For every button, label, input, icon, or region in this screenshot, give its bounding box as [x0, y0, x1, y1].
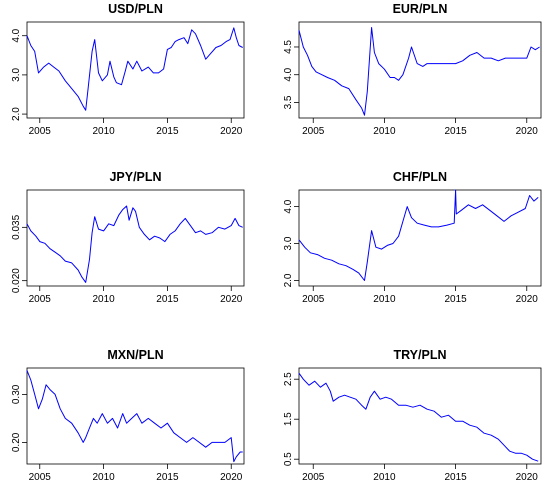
panel-usd-pln: USD/PLN 2005 2010 2015 2020 2.0 3.0 4.0: [11, 2, 245, 137]
x-tick-label: 2010: [92, 294, 115, 305]
x-tick-label: 2005: [302, 294, 325, 305]
y-tick-label: 4.5: [283, 40, 294, 54]
y-tick-label: 3.0: [11, 68, 22, 82]
y-tick-label: 1.5: [283, 412, 294, 426]
panel-title: CHF/PLN: [393, 170, 447, 184]
plot-frame: [298, 21, 542, 119]
x-tick-label: 2005: [302, 472, 325, 483]
x-tick-label: 2015: [444, 126, 467, 137]
x-tick-label: 2020: [220, 126, 243, 137]
x-tick-label: 2015: [156, 294, 179, 305]
y-tick-label: 3.5: [283, 95, 294, 109]
y-tick-label: 4.0: [283, 199, 294, 213]
plot-frame: [298, 367, 542, 465]
x-tick-label: 2010: [373, 294, 396, 305]
panel-title: USD/PLN: [108, 2, 163, 16]
panel-mxn-pln: MXN/PLN 2005 2010 2015 2020 0.20 0.30: [11, 348, 245, 483]
y-tick-label: 0.5: [283, 452, 294, 466]
y-tick-label: 3.0: [283, 236, 294, 250]
panel-title: EUR/PLN: [393, 2, 448, 16]
x-tick-label: 2020: [516, 294, 539, 305]
y-tick-label: 4.0: [283, 67, 294, 81]
x-tick-label: 2015: [156, 472, 179, 483]
y-tick-label: 4.0: [11, 28, 22, 42]
series-line: [26, 370, 243, 463]
x-tick-label: 2015: [444, 294, 467, 305]
x-tick-label: 2015: [444, 472, 467, 483]
plot-frame: [298, 189, 542, 287]
x-tick-label: 2015: [156, 126, 179, 137]
y-tick-label: 0.20: [11, 432, 22, 452]
x-tick-label: 2010: [373, 126, 396, 137]
x-tick-label: 2020: [516, 472, 539, 483]
plot-frame: [26, 21, 245, 119]
plot-frame: [26, 367, 245, 465]
x-tick-label: 2020: [516, 126, 539, 137]
panel-title: TRY/PLN: [393, 348, 446, 362]
x-tick-label: 2020: [220, 472, 243, 483]
y-tick-label: 0.020: [11, 268, 22, 293]
y-tick-label: 2.0: [11, 107, 22, 121]
x-tick-label: 2010: [92, 472, 115, 483]
panel-try-pln: TRY/PLN 2005 2010 2015 2020 0.5 1.5 2.5: [283, 348, 542, 483]
panel-jpy-pln: JPY/PLN 2005 2010 2015 2020 0.020 0.035: [11, 170, 245, 305]
panel-chf-pln: CHF/PLN 2005 2010 2015 2020 2.0 3.0 4.0: [283, 170, 542, 305]
series-line: [298, 27, 540, 116]
x-tick-label: 2010: [92, 126, 115, 137]
x-tick-label: 2005: [29, 294, 52, 305]
series-line: [298, 372, 539, 462]
y-tick-label: 0.30: [11, 384, 22, 404]
panel-eur-pln: EUR/PLN 2005 2010 2015 2020 3.5 4.0 4.5: [283, 2, 542, 137]
x-tick-label: 2005: [29, 472, 52, 483]
series-line: [26, 205, 243, 283]
x-tick-label: 2020: [220, 294, 243, 305]
y-tick-label: 2.5: [283, 372, 294, 386]
panel-title: JPY/PLN: [109, 170, 161, 184]
series-line: [26, 27, 243, 111]
x-tick-label: 2005: [29, 126, 52, 137]
y-tick-label: 2.0: [283, 273, 294, 287]
panel-title: MXN/PLN: [107, 348, 163, 362]
x-tick-label: 2010: [373, 472, 396, 483]
plot-frame: [26, 189, 245, 287]
x-tick-label: 2005: [302, 126, 325, 137]
series-line: [298, 189, 539, 281]
y-tick-label: 0.035: [11, 214, 22, 239]
